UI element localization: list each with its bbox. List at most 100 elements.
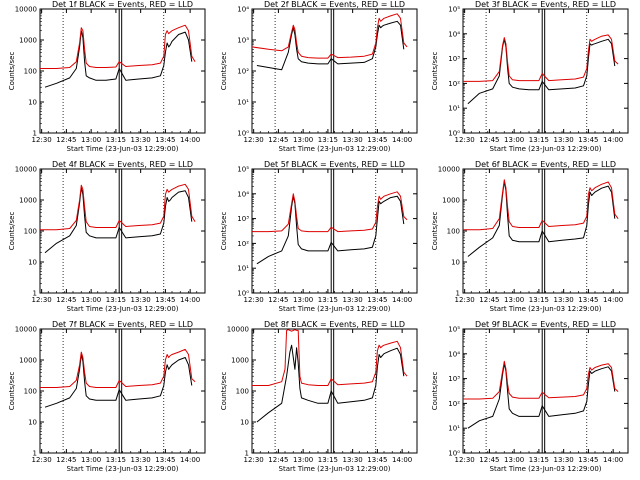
- x-tick-label: 13:00: [81, 456, 101, 464]
- y-tick-label: 10³: [448, 55, 460, 63]
- y-axis-label: Counts/sec: [220, 372, 228, 411]
- x-tick-label: 13:15: [318, 456, 338, 464]
- y-tick-label: 1: [456, 290, 460, 298]
- y-axis-label: Counts/sec: [8, 212, 16, 251]
- x-tick-label: 14:00: [603, 456, 623, 464]
- x-tick-label: 13:45: [367, 296, 387, 304]
- x-axis-label: Start Time (23-Jun-03 12:29:00): [490, 145, 602, 153]
- x-tick-label: 12:30: [32, 296, 52, 304]
- x-tick-label: 13:45: [367, 456, 387, 464]
- x-tick-label: 13:30: [343, 136, 363, 144]
- x-tick-label: 12:45: [56, 296, 76, 304]
- plot-panel-4: Det 4f BLACK = Events, RED = LLD 12:30 12:…: [8, 160, 206, 313]
- y-tick-label: 10: [451, 259, 460, 267]
- series-line-events: [467, 180, 616, 257]
- x-tick-label: 12:45: [56, 456, 76, 464]
- chart-title: Det 8f BLACK = Events, RED = LLD: [264, 320, 405, 329]
- plot-panel-7: Det 7f BLACK = Events, RED = LLD 12:30 12:…: [8, 320, 206, 473]
- x-tick-label: 13:30: [554, 456, 574, 464]
- y-tick-label: 10⁰: [448, 450, 460, 458]
- y-tick-label: 10¹: [237, 265, 249, 273]
- x-tick-label: 13:45: [155, 456, 175, 464]
- x-tick-label: 13:45: [155, 136, 175, 144]
- x-tick-label: 13:00: [504, 136, 524, 144]
- y-tick-label: 10³: [237, 215, 249, 223]
- y-tick-label: 10²: [448, 80, 460, 88]
- series-line-lld: [463, 179, 619, 231]
- y-axis-label: Counts/sec: [220, 52, 228, 91]
- chart-title: Det 4f BLACK = Events, RED = LLD: [52, 160, 193, 169]
- y-tick-label: 10¹: [237, 99, 249, 107]
- y-axis-label: Counts/sec: [431, 212, 439, 251]
- plot-panel-8: Det 8f BLACK = Events, RED = LLD 12:30 12:…: [220, 320, 418, 473]
- y-tick-label: 10⁴: [448, 30, 460, 38]
- x-tick-label: 13:00: [504, 456, 524, 464]
- y-tick-label: 10: [240, 419, 249, 427]
- y-axis-label: Counts/sec: [220, 212, 228, 251]
- x-tick-label: 14:00: [392, 456, 412, 464]
- x-tick-label: 13:45: [578, 136, 598, 144]
- x-tick-label: 13:30: [343, 296, 363, 304]
- y-tick-label: 10²: [237, 240, 249, 248]
- y-tick-label: 10⁴: [237, 190, 249, 198]
- y-tick-label: 10²: [237, 68, 249, 76]
- y-tick-label: 100: [24, 68, 37, 76]
- x-tick-label: 13:15: [106, 136, 126, 144]
- x-tick-label: 13:45: [367, 136, 387, 144]
- y-tick-label: 10000: [15, 166, 37, 174]
- plot-panel-1: Det 1f BLACK = Events, RED = LLD 12:30 12:…: [8, 0, 206, 153]
- chart-title: Det 2f BLACK = Events, RED = LLD: [264, 0, 405, 9]
- y-tick-label: 100: [24, 228, 37, 236]
- series-line-events: [467, 363, 616, 429]
- series-line-events: [256, 195, 405, 265]
- y-axis-label: Counts/sec: [431, 372, 439, 411]
- chart-title: Det 5f BLACK = Events, RED = LLD: [264, 160, 405, 169]
- y-tick-label: 10⁵: [237, 166, 249, 174]
- x-tick-label: 13:30: [554, 136, 574, 144]
- plot-frame: [251, 328, 418, 454]
- x-tick-label: 14:00: [180, 456, 200, 464]
- series-line-lld: [252, 329, 408, 386]
- y-tick-label: 100: [24, 388, 37, 396]
- x-tick-label: 13:45: [155, 296, 175, 304]
- x-axis-label: Start Time (23-Jun-03 12:29:00): [279, 465, 391, 473]
- x-tick-label: 12:30: [244, 296, 264, 304]
- y-tick-label: 100: [236, 388, 249, 396]
- y-tick-label: 10⁵: [448, 6, 460, 14]
- y-tick-label: 10²: [448, 400, 460, 408]
- x-tick-label: 13:30: [343, 456, 363, 464]
- y-tick-label: 10: [28, 99, 37, 107]
- series-line-lld: [252, 191, 408, 233]
- plot-panel-9: Det 9f BLACK = Events, RED = LLD 12:30 12:…: [431, 320, 629, 473]
- y-tick-label: 10⁰: [237, 290, 249, 298]
- x-tick-label: 13:00: [81, 136, 101, 144]
- series-line-events: [256, 344, 405, 423]
- x-tick-label: 13:00: [293, 456, 313, 464]
- x-tick-label: 14:00: [180, 136, 200, 144]
- x-tick-label: 12:45: [479, 456, 499, 464]
- y-tick-label: 10⁰: [448, 130, 460, 138]
- y-tick-label: 10¹: [448, 425, 460, 433]
- series-line-events: [44, 354, 193, 408]
- y-tick-label: 100: [447, 228, 460, 236]
- x-tick-label: 12:30: [455, 136, 475, 144]
- y-tick-label: 1000: [19, 37, 37, 45]
- series-line-lld: [40, 24, 196, 69]
- plot-panel-5: Det 5f BLACK = Events, RED = LLD 12:30 12:…: [220, 160, 418, 313]
- y-tick-label: 10⁵: [448, 326, 460, 334]
- y-tick-label: 1000: [442, 197, 460, 205]
- series-line-events: [44, 30, 193, 88]
- x-tick-label: 13:15: [106, 456, 126, 464]
- y-tick-label: 1000: [19, 357, 37, 365]
- y-tick-label: 10⁴: [448, 350, 460, 358]
- plot-panel-3: Det 3f BLACK = Events, RED = LLD 12:30 12:…: [431, 0, 629, 153]
- x-tick-label: 13:15: [318, 136, 338, 144]
- x-tick-label: 13:00: [504, 296, 524, 304]
- chart-title: Det 7f BLACK = Events, RED = LLD: [52, 320, 193, 329]
- y-tick-label: 10³: [448, 375, 460, 383]
- y-tick-label: 10³: [237, 37, 249, 45]
- x-tick-label: 13:30: [131, 296, 151, 304]
- y-tick-label: 10: [28, 259, 37, 267]
- x-tick-label: 13:15: [106, 296, 126, 304]
- x-tick-label: 12:30: [244, 136, 264, 144]
